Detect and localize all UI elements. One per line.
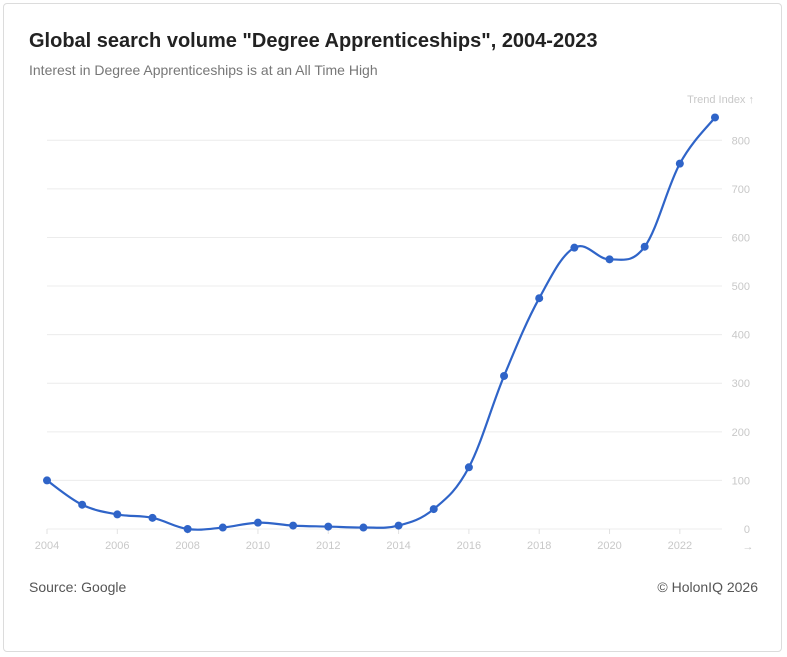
x-tick-label: 2016 — [457, 540, 481, 552]
chart-subtitle: Interest in Degree Apprenticeships is at… — [29, 62, 378, 78]
data-points — [43, 113, 719, 533]
data-point-2016[interactable] — [464, 463, 473, 472]
x-tick-label: 2006 — [105, 540, 129, 552]
data-point-2022[interactable] — [675, 159, 684, 168]
data-point-2008[interactable] — [183, 525, 192, 533]
data-point-2009[interactable] — [218, 523, 227, 532]
y-tick-label: 300 — [732, 378, 750, 390]
data-point-2020[interactable] — [605, 255, 614, 264]
data-point-2021[interactable] — [640, 242, 649, 251]
x-tick-label: 2010 — [246, 540, 270, 552]
data-point-2005[interactable] — [78, 500, 87, 509]
y-axis-label: Trend Index ↑ — [687, 94, 754, 106]
data-point-2023[interactable] — [711, 113, 719, 122]
data-point-2017[interactable] — [500, 371, 509, 380]
data-point-2006[interactable] — [113, 510, 122, 519]
data-point-2004[interactable] — [43, 476, 51, 485]
x-axis-arrow: → — [743, 541, 754, 553]
series-line — [46, 116, 716, 531]
y-axis-ticks: 0 100 200 300 400 500 600 700 800 — [732, 135, 750, 536]
x-tick-label: 2022 — [668, 540, 692, 552]
gridlines — [47, 139, 722, 530]
source-note: Source: Google — [29, 579, 127, 595]
copyright-note: © HolonIQ 2026 — [657, 579, 758, 595]
x-tick-label: 2012 — [316, 540, 340, 552]
data-point-2012[interactable] — [324, 522, 333, 531]
y-tick-label: 200 — [732, 427, 750, 439]
data-point-2015[interactable] — [429, 505, 438, 514]
data-point-2018[interactable] — [535, 294, 544, 303]
y-tick-label: 100 — [732, 475, 750, 487]
x-tick-label: 2018 — [527, 540, 551, 552]
data-point-2014[interactable] — [394, 521, 403, 530]
chart-card — [3, 3, 782, 652]
y-tick-label: 0 — [744, 524, 750, 536]
x-axis-ticks: 2004 2006 2008 2010 2012 2014 2016 2018 2020 2022 — [35, 529, 692, 552]
data-point-2013[interactable] — [359, 523, 368, 532]
y-tick-label: 400 — [732, 330, 750, 342]
data-point-2011[interactable] — [289, 521, 298, 530]
chart-title: Global search volume "Degree Apprentices… — [29, 30, 598, 52]
y-tick-label: 600 — [732, 232, 750, 244]
x-tick-label: 2008 — [175, 540, 199, 552]
data-point-2010[interactable] — [253, 518, 262, 527]
x-tick-label: 2014 — [386, 540, 410, 552]
x-tick-label: 2020 — [597, 540, 621, 552]
data-point-2019[interactable] — [570, 243, 579, 252]
x-tick-label: 2004 — [35, 540, 59, 552]
y-tick-label: 500 — [732, 281, 750, 293]
data-point-2007[interactable] — [148, 513, 157, 522]
y-tick-label: 800 — [732, 135, 750, 147]
y-tick-label: 700 — [732, 184, 750, 196]
